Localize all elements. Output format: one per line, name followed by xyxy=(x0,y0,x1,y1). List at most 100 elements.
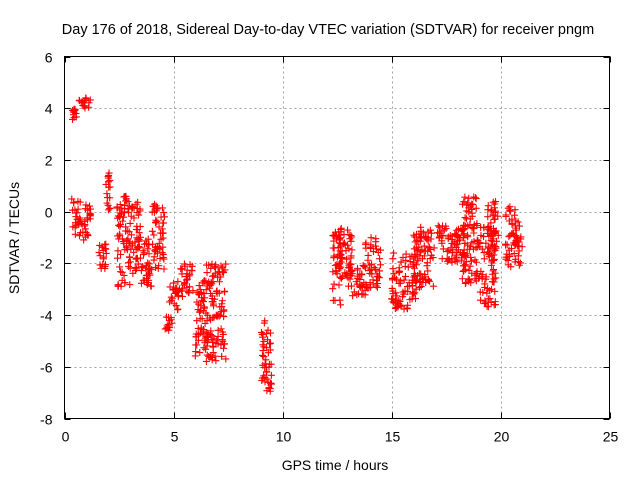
data-point xyxy=(97,264,105,272)
data-point xyxy=(160,209,168,217)
data-point xyxy=(157,229,165,237)
data-point xyxy=(134,260,142,268)
data-point xyxy=(83,216,91,224)
data-point xyxy=(412,285,420,293)
data-point xyxy=(338,253,346,261)
data-point xyxy=(166,283,174,291)
data-point xyxy=(186,261,194,269)
data-point xyxy=(217,341,225,349)
data-point xyxy=(133,265,141,273)
data-point xyxy=(103,190,111,198)
data-point xyxy=(511,258,519,266)
data-point xyxy=(421,247,429,255)
data-point xyxy=(202,357,210,365)
data-point xyxy=(137,267,145,275)
data-point xyxy=(144,278,152,286)
y-tick-label: -6 xyxy=(40,360,53,376)
data-point xyxy=(217,273,225,281)
data-point xyxy=(480,255,488,263)
data-point xyxy=(159,219,167,227)
data-point xyxy=(477,267,485,275)
data-point xyxy=(486,295,494,303)
data-point xyxy=(403,283,411,291)
data-point xyxy=(414,257,422,265)
data-point xyxy=(336,296,344,304)
data-point xyxy=(465,266,473,274)
data-point xyxy=(459,267,467,275)
data-point xyxy=(192,333,200,341)
data-point xyxy=(185,283,193,291)
data-point xyxy=(348,267,356,275)
data-point xyxy=(149,240,157,248)
data-point xyxy=(418,246,426,254)
data-point xyxy=(354,274,362,282)
data-point xyxy=(468,212,476,220)
data-point xyxy=(147,282,155,290)
data-point xyxy=(133,243,141,251)
data-point xyxy=(459,200,467,208)
data-point xyxy=(490,215,498,223)
data-point xyxy=(74,205,82,213)
data-point xyxy=(374,280,382,288)
data-point xyxy=(472,194,480,202)
data-point xyxy=(166,298,174,306)
data-point xyxy=(115,221,123,229)
data-point xyxy=(76,198,84,206)
data-point xyxy=(207,316,215,324)
data-point xyxy=(512,231,520,239)
x-tick-label: 20 xyxy=(494,429,510,445)
data-point xyxy=(157,235,165,243)
data-point xyxy=(72,209,80,217)
data-point xyxy=(412,278,420,286)
data-point xyxy=(515,261,523,269)
data-point xyxy=(465,277,473,285)
data-point xyxy=(494,231,502,239)
data-point xyxy=(481,283,489,291)
data-point xyxy=(69,206,77,214)
data-point xyxy=(412,295,420,303)
x-tick-label: 0 xyxy=(62,429,70,445)
data-point xyxy=(184,288,192,296)
data-point xyxy=(183,266,191,274)
data-point xyxy=(367,234,375,242)
data-point xyxy=(477,296,485,304)
data-point xyxy=(347,272,355,280)
data-point xyxy=(77,229,85,237)
data-point xyxy=(261,378,269,386)
data-point xyxy=(404,263,412,271)
data-point xyxy=(393,304,401,312)
data-point xyxy=(163,324,171,332)
data-point xyxy=(70,199,78,207)
data-point xyxy=(101,262,109,270)
data-point xyxy=(98,243,106,251)
data-point xyxy=(221,340,229,348)
data-point xyxy=(341,241,349,249)
data-point xyxy=(367,265,375,273)
data-point xyxy=(512,238,520,246)
data-point xyxy=(130,248,138,256)
data-point xyxy=(118,268,126,276)
data-point xyxy=(376,261,384,269)
data-point xyxy=(337,274,345,282)
data-point xyxy=(410,273,418,281)
data-point xyxy=(96,252,104,260)
data-point xyxy=(331,228,339,236)
data-point xyxy=(440,226,448,234)
data-point xyxy=(79,101,87,109)
data-point xyxy=(137,279,145,287)
data-point xyxy=(143,261,151,269)
data-point xyxy=(160,265,168,273)
data-point xyxy=(361,291,369,299)
data-point xyxy=(365,284,373,292)
data-point xyxy=(360,262,368,270)
data-point xyxy=(442,225,450,233)
data-point xyxy=(216,311,224,319)
data-point xyxy=(205,284,213,292)
data-point xyxy=(358,270,366,278)
data-point xyxy=(68,195,76,203)
data-point xyxy=(70,111,78,119)
data-point xyxy=(158,204,166,212)
data-point xyxy=(266,340,274,348)
data-point xyxy=(161,325,169,333)
data-point xyxy=(69,106,77,114)
